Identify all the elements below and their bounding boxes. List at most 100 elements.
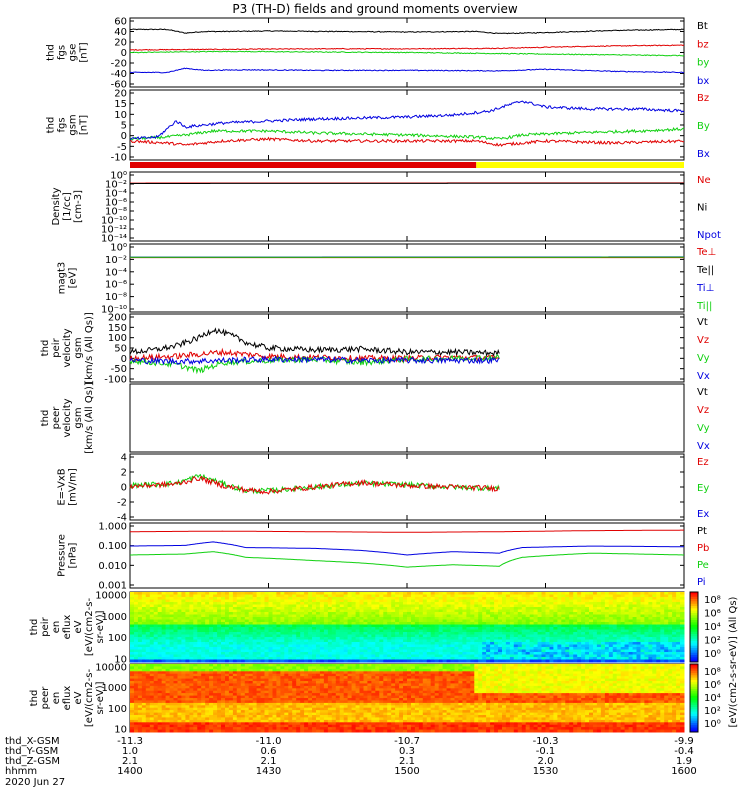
spectrogram-cell — [244, 647, 250, 650]
spectrogram-cell — [280, 657, 285, 660]
spectrogram-cell — [197, 597, 202, 600]
spectrogram-cell — [284, 594, 289, 598]
spectrogram-cell — [446, 607, 452, 610]
spectrogram-cell — [632, 622, 638, 625]
spectrogram-cell — [173, 678, 178, 682]
spectrogram-cell — [197, 668, 202, 672]
spectrogram-cell — [327, 622, 333, 625]
spectrogram-cell — [541, 644, 546, 648]
y-tick-label: 10⁻¹⁰ — [101, 216, 127, 227]
spectrogram-cell — [434, 657, 440, 660]
spectrogram-cell — [260, 654, 266, 658]
spectrogram-cell — [335, 604, 341, 608]
spectrogram-cell — [648, 609, 653, 613]
spectrogram-cell — [502, 627, 507, 630]
spectrogram-cell — [371, 602, 376, 605]
spectrogram-cell — [189, 637, 194, 640]
spectrogram-cell — [201, 657, 206, 660]
spectrogram-cell — [628, 627, 634, 630]
spectrogram-cell — [632, 624, 638, 628]
spectrogram-cell — [379, 659, 384, 663]
spectrogram-cell — [157, 700, 163, 704]
spectrogram-cell — [205, 715, 210, 718]
spectrogram-cell — [363, 652, 368, 655]
spectrogram-cell — [620, 652, 626, 655]
spectrogram-cell — [165, 629, 171, 633]
spectrogram-cell — [173, 617, 178, 620]
colorbar-swatch — [690, 648, 698, 651]
spectrogram-cell — [201, 652, 206, 655]
spectrogram-cell — [213, 724, 218, 728]
spectrogram-cell — [130, 668, 135, 672]
spectrogram-cell — [612, 609, 618, 613]
spectrogram-cell — [130, 632, 135, 635]
spectrogram-cell — [490, 614, 495, 618]
spectrogram-cell — [569, 647, 574, 650]
spectrogram-cell — [153, 715, 159, 718]
panel-8: Pressure [nPa]1.0000.1000.0100.001PtPbPeP… — [57, 522, 710, 592]
spectrogram-cell — [232, 639, 238, 643]
spectrogram-cell — [292, 602, 297, 605]
spectrogram-cell — [399, 619, 404, 623]
spectrogram-cell — [205, 664, 210, 667]
spectrogram-cell — [608, 649, 614, 653]
spectrogram-cell — [173, 688, 178, 692]
spectrogram-cell — [573, 649, 578, 653]
spectrogram-cell — [668, 659, 673, 663]
spectrogram-cell — [256, 652, 262, 655]
spectrogram-cell — [470, 624, 475, 628]
spectrogram-cell — [383, 602, 388, 605]
spectrogram-cell — [280, 602, 285, 605]
spectrogram-cell — [596, 637, 602, 640]
spectrogram-cell — [316, 659, 321, 663]
spectrogram-cell — [316, 644, 321, 648]
spectrogram-cell — [513, 659, 519, 663]
spectrogram-cell — [232, 594, 238, 598]
spectrogram-cell — [201, 632, 206, 635]
spectrogram-cell — [490, 634, 495, 638]
spectrogram-cell — [304, 639, 309, 643]
spectrogram-cell — [134, 676, 139, 679]
spectrogram-cell — [197, 639, 202, 643]
spectrogram-cell — [379, 624, 384, 628]
spectrogram-cell — [498, 604, 503, 608]
spectrogram-cell — [335, 654, 341, 658]
y-axis-label-line: sr-eV)] — [95, 610, 106, 643]
spectrogram-cell — [498, 649, 503, 653]
spectrogram-cell — [581, 624, 586, 628]
spectrogram-cell — [244, 649, 250, 653]
spectrogram-cell — [644, 647, 649, 650]
spectrogram-cell — [355, 592, 361, 595]
spectrogram-cell — [521, 617, 527, 620]
spectrogram-cell — [616, 647, 622, 650]
colorbar-swatch — [690, 631, 698, 635]
spectrogram-cell — [529, 632, 535, 635]
spectrogram-cell — [141, 688, 147, 692]
spectrogram-cell — [494, 657, 499, 660]
spectrogram-cell — [513, 647, 519, 650]
spectrogram-cell — [157, 622, 163, 625]
spectrogram-cell — [181, 599, 186, 603]
spectrogram-cell — [620, 639, 626, 643]
spectrogram-cell — [276, 642, 281, 645]
spectrogram-cell — [513, 637, 519, 640]
spectrogram-cell — [553, 659, 558, 663]
spectrogram-cell — [189, 700, 194, 704]
spectrogram-cell — [664, 612, 669, 615]
spectrogram-cell — [141, 727, 147, 730]
spectrogram-cell — [561, 659, 566, 663]
spectrogram-cell — [312, 607, 317, 610]
colorbar-swatch — [690, 592, 698, 595]
spectrogram-cell — [553, 602, 558, 605]
spectrogram-cell — [161, 627, 167, 630]
spectrogram-cell — [474, 594, 479, 598]
spectrogram-cell — [379, 649, 384, 653]
spectrogram-cell — [248, 597, 254, 600]
spectrogram-cell — [375, 644, 380, 648]
spectrogram-cell — [193, 678, 198, 682]
spectrogram-cell — [157, 619, 163, 623]
spectrogram-cell — [395, 622, 400, 625]
spectrogram-cell — [256, 639, 262, 643]
spectrogram-cell — [145, 685, 151, 689]
spectrogram-cell — [268, 599, 273, 603]
